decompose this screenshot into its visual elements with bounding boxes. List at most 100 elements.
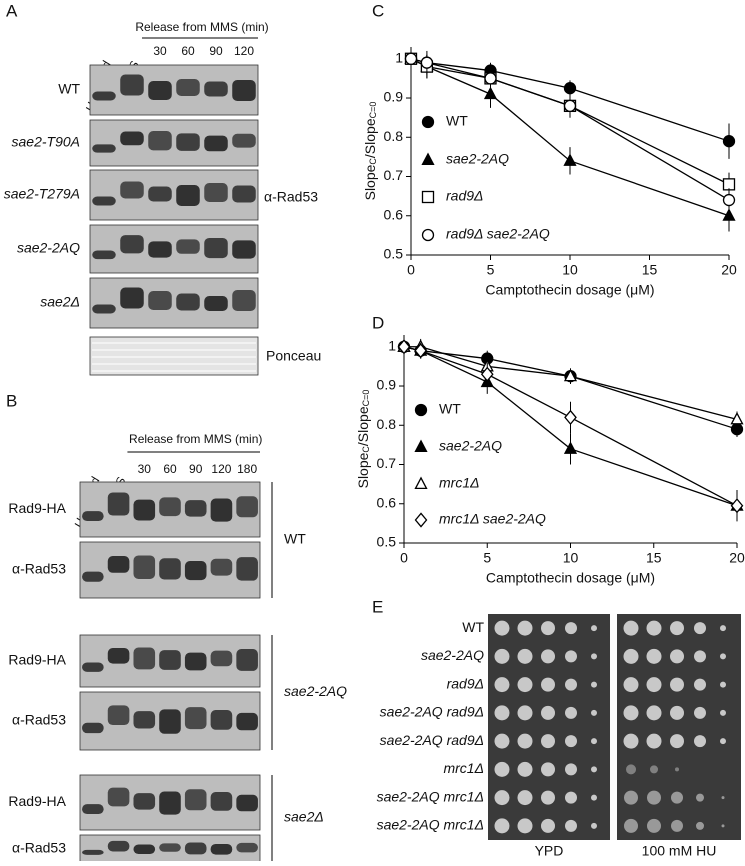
row-label: WT bbox=[58, 81, 80, 97]
colony-spot bbox=[541, 762, 555, 777]
colony-spot bbox=[721, 796, 725, 800]
colony-spot bbox=[646, 705, 662, 721]
colony-spot bbox=[565, 791, 577, 804]
colony-spot bbox=[565, 763, 577, 776]
band bbox=[159, 558, 181, 580]
strain-label: sae2-2AQ mrc1Δ bbox=[377, 788, 484, 804]
band bbox=[204, 135, 228, 152]
colony-spot bbox=[696, 793, 704, 802]
colony-spot bbox=[541, 621, 555, 636]
y-axis-title: SlopeC/SlopeC=0 bbox=[362, 102, 378, 201]
colony-spot bbox=[541, 790, 555, 805]
colony-spot bbox=[670, 677, 684, 692]
y-tick-label: 1 bbox=[395, 49, 403, 65]
colony-spot bbox=[720, 709, 726, 716]
x-tick-label: 20 bbox=[729, 550, 745, 566]
band bbox=[184, 500, 207, 517]
y-axis-title-part: C=0 bbox=[361, 390, 371, 407]
legend-marker bbox=[414, 476, 428, 490]
band bbox=[148, 81, 172, 100]
band bbox=[133, 555, 156, 579]
marker bbox=[480, 366, 494, 382]
colony-spot bbox=[517, 818, 533, 834]
band bbox=[133, 793, 156, 810]
group-label: sae2Δ bbox=[284, 809, 324, 825]
colony-spot bbox=[591, 738, 597, 745]
band bbox=[210, 498, 233, 522]
blot bbox=[89, 277, 259, 329]
strain-label: rad9Δ bbox=[447, 675, 484, 691]
colony-spot bbox=[647, 818, 661, 833]
marker bbox=[483, 86, 498, 100]
marker bbox=[484, 72, 497, 85]
time-label: 30 bbox=[153, 44, 167, 58]
time-label: 90 bbox=[189, 462, 203, 476]
band bbox=[210, 558, 233, 576]
blot-stripe bbox=[92, 349, 256, 351]
time-label: 180 bbox=[237, 462, 257, 476]
row-label: Rad9-HA bbox=[8, 793, 66, 809]
y-axis-title-part: C bbox=[361, 446, 371, 453]
colony-spot bbox=[623, 705, 639, 721]
band bbox=[82, 662, 104, 672]
band bbox=[236, 794, 258, 812]
marker bbox=[722, 208, 736, 221]
band bbox=[92, 144, 116, 153]
x-tick-label: 5 bbox=[487, 262, 495, 278]
blot-stripe bbox=[92, 342, 256, 344]
band bbox=[159, 843, 181, 852]
colony-spot bbox=[646, 733, 662, 749]
band bbox=[159, 497, 181, 517]
colony-spot bbox=[675, 767, 679, 772]
blot-stripe bbox=[92, 356, 256, 358]
band bbox=[210, 792, 233, 811]
panel-label: C bbox=[372, 1, 384, 20]
band bbox=[82, 849, 104, 855]
band bbox=[236, 496, 258, 518]
band bbox=[204, 237, 228, 259]
legend-label: mrc1Δ sae2-2AQ bbox=[439, 511, 546, 527]
legend-marker bbox=[414, 439, 428, 453]
row-label: α-Rad53 bbox=[12, 712, 66, 728]
band bbox=[232, 133, 256, 148]
colony-spot bbox=[591, 653, 597, 660]
colony-spot bbox=[694, 622, 706, 635]
y-tick-label: 0.7 bbox=[377, 455, 397, 471]
legend-marker bbox=[421, 228, 435, 242]
x-tick-label: 15 bbox=[642, 262, 658, 278]
colony-spot bbox=[541, 649, 555, 664]
y-tick-label: 0.5 bbox=[377, 534, 397, 550]
colony-spot bbox=[720, 653, 726, 660]
band bbox=[236, 712, 258, 731]
colony-spot bbox=[624, 790, 638, 805]
colony-spot bbox=[694, 650, 706, 663]
marker bbox=[722, 178, 736, 191]
colony-spot bbox=[670, 621, 684, 636]
strain-label: mrc1Δ bbox=[443, 760, 484, 776]
marker bbox=[722, 193, 736, 207]
band bbox=[184, 842, 207, 855]
y-axis-title-part: C bbox=[368, 158, 378, 165]
y-tick-label: 0.9 bbox=[384, 89, 404, 105]
colony-spot bbox=[646, 620, 662, 636]
x-tick-label: 20 bbox=[721, 262, 737, 278]
legend-label: sae2-2AQ bbox=[439, 438, 502, 454]
band bbox=[176, 293, 200, 311]
colony-spot bbox=[541, 677, 555, 692]
legend-label: rad9Δ bbox=[446, 188, 483, 204]
colony-spot bbox=[670, 734, 684, 749]
colony-spot bbox=[694, 735, 706, 748]
release-header: Release from MMS (min) bbox=[135, 20, 268, 34]
band bbox=[92, 304, 116, 314]
x-tick-label: 5 bbox=[483, 550, 491, 566]
y-tick-label: 0.7 bbox=[384, 167, 404, 183]
colony-spot bbox=[494, 761, 510, 777]
x-tick-label: 0 bbox=[407, 262, 415, 278]
row-label: Rad9-HA bbox=[8, 500, 66, 516]
y-tick-label: 0.6 bbox=[377, 494, 397, 510]
plate bbox=[488, 614, 610, 840]
marker bbox=[564, 409, 577, 426]
marker bbox=[563, 153, 577, 166]
band bbox=[107, 705, 130, 726]
row-label: sae2-T279A bbox=[4, 186, 80, 202]
